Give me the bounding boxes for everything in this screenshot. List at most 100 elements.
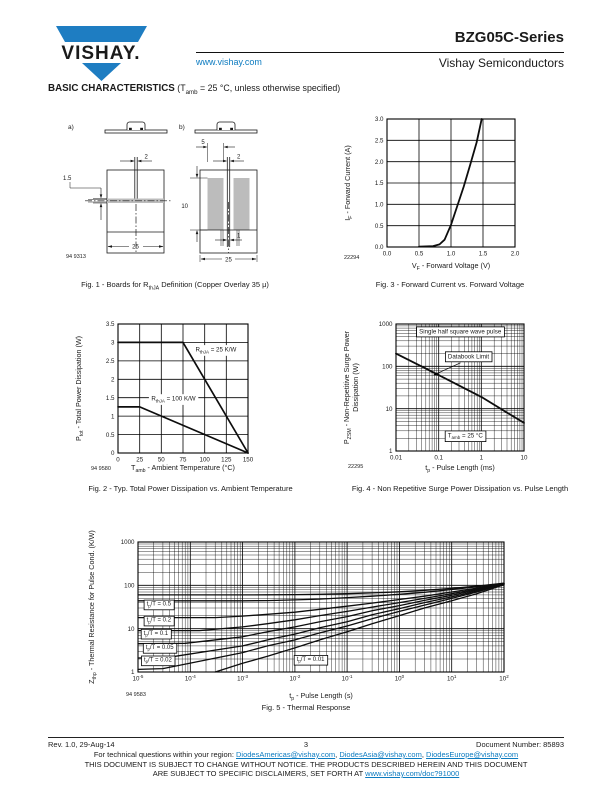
fig4-series-databook-limit <box>395 352 525 424</box>
fig2-annotation: RthJA = 100 K/W <box>148 394 199 405</box>
leader-line <box>69 182 101 189</box>
fig4-ylabel: PZSM - Non-Repetitive Surge Power <box>342 330 353 444</box>
fig5-series-tp-T-0.01 <box>137 583 505 671</box>
fig3-ytick: 1.5 <box>375 180 384 187</box>
svg-text:tp/T = 0.01: tp/T = 0.01 <box>297 657 325 664</box>
board-a-label: a) <box>68 124 74 131</box>
fig2-xtick: 75 <box>180 457 187 464</box>
email-asia-link[interactable]: DiodesAsia@vishay.com <box>339 750 422 759</box>
arrowhead-icon <box>200 257 205 261</box>
fig2-xtick: 25 <box>136 457 143 464</box>
dim-label: 25 <box>225 258 232 264</box>
svg-text:tp/T = 0.02: tp/T = 0.02 <box>144 658 172 665</box>
fig5-ylabel: Zthp - Thermal Resistance for Pulse Cond… <box>87 530 98 684</box>
fig4-ytick: 100 <box>382 364 393 371</box>
footer-rule <box>48 737 564 738</box>
separator: , <box>421 750 427 759</box>
fig4-xtick: 0.01 <box>390 455 403 462</box>
footer-disclaimer-line2: ARE SUBJECT TO SPECIFIC DISCLAIMERS, SET… <box>0 769 612 778</box>
svg-text:tp/T = 0.2: tp/T = 0.2 <box>147 618 172 625</box>
fig5-annotation: tp/T = 0.01 <box>293 654 329 666</box>
fig2-xtick: 125 <box>221 457 232 464</box>
fig5-ytick: 10 <box>128 626 135 633</box>
fig5-ytick: 1 <box>131 669 135 676</box>
fig2-ytick: 2 <box>111 376 115 383</box>
fig5-xtick: 10-3 <box>237 674 248 682</box>
fig2-ytick: 3.5 <box>106 321 115 328</box>
footer-contact-prefix: For technical questions within your regi… <box>93 750 236 759</box>
fig2-xtick: 50 <box>158 457 165 464</box>
fig5-ytick: 1000 <box>121 539 135 546</box>
fig5-series-tp-T-0.02 <box>137 583 505 659</box>
board-b-label: b) <box>179 124 185 131</box>
fig2-ytick: 2.5 <box>106 358 115 365</box>
fig2-ytick: 3 <box>111 340 115 347</box>
arrowhead-icon <box>107 245 112 248</box>
board-b-side-view <box>194 129 258 134</box>
fig5-xtick: 101 <box>447 674 457 682</box>
vishay-logo: VISHAY. <box>56 26 147 81</box>
footer-page-number: 3 <box>303 740 309 749</box>
arrowhead-icon <box>223 159 228 163</box>
footer-disclaimer-line1: THIS DOCUMENT IS SUBJECT TO CHANGE WITHO… <box>84 760 528 769</box>
fig1-code: 94 9313 <box>66 254 86 260</box>
fig2-xlabel: Tamb - Ambient Temperature (°C) <box>131 463 235 474</box>
fig1-caption: Fig. 1 - Boards for RthJA Definition (Co… <box>81 280 269 292</box>
fig4-ytick: 1 <box>389 448 393 455</box>
fig1-board-drawing: a) 2 1.5 <box>63 121 258 264</box>
fig5-series-tp-T-0.2 <box>137 582 505 619</box>
fig5-annotation: tp/T = 0.1 <box>140 628 172 640</box>
section-condition: (Tamb = 25 °C, unless otherwise specifie… <box>177 83 341 96</box>
fig3-ytick: 0.5 <box>375 223 384 230</box>
fig5-caption: Fig. 5 - Thermal Response <box>261 703 351 712</box>
fig2-xtick: 100 <box>200 457 211 464</box>
fig5-series-tp-T-0.05 <box>137 583 505 645</box>
dim-label: 5 <box>201 140 205 146</box>
fig3-xtick: 1.5 <box>479 251 488 258</box>
footer-revision: Rev. 1.0, 29-Aug-14 <box>48 740 115 749</box>
fig2-ytick: 1.5 <box>106 395 115 402</box>
header-rule <box>196 52 564 54</box>
arrowhead-icon <box>203 145 208 149</box>
fig5-ytick: 100 <box>124 583 135 590</box>
arrowhead-icon <box>159 245 164 248</box>
fig3-ytick: 2.0 <box>375 159 384 166</box>
copper-lead-strip <box>236 230 240 246</box>
fig5-annotation: tp/T = 0.2 <box>143 615 175 627</box>
fig4-annotation: Single half square wave pulse <box>416 326 505 338</box>
footer-contact-line: For technical questions within your regi… <box>0 750 612 759</box>
fig2-xtick: 150 <box>243 457 254 464</box>
fig4-ylabel: Dissipation (W) <box>351 363 360 412</box>
email-americas-link[interactable]: DiodesAmericas@vishay.com <box>236 750 336 759</box>
arrowhead-icon <box>223 145 228 149</box>
fig4-ytick: 1000 <box>379 321 393 328</box>
fig4-xlabel: tp - Pulse Length (ms) <box>425 463 495 474</box>
fig2-power-dissipation-chart: 0 25 50 75 100 125 150 0 0.5 1 1.5 2 2.5 3 3.5 RthJA = … <box>74 321 254 474</box>
disclaimer-link[interactable]: www.vishay.com/doc?91000 <box>365 769 460 778</box>
fig3-xtick: 0.5 <box>415 251 424 258</box>
fig2-series-RthJA-25KW <box>117 341 249 454</box>
fig3-ytick: 2.5 <box>375 138 384 145</box>
fig3-caption: Fig. 3 - Forward Current vs. Forward Vol… <box>375 280 525 289</box>
fig5-series-single-pulse <box>214 584 505 673</box>
fig4-annotation: Tamb = 25 °C <box>444 430 487 443</box>
svg-text:tp/T = 0.5: tp/T = 0.5 <box>147 602 172 609</box>
svg-text:Single half square wave pulse: Single half square wave pulse <box>419 328 502 335</box>
fig3-code: 22294 <box>344 255 359 261</box>
website-link[interactable]: www.vishay.com <box>196 57 262 67</box>
fig3-forward-current-chart: 0.0 0.5 1.0 1.5 2.0 0.0 0.5 1.0 1.5 2.0 2.5 3.0 VF -… <box>343 116 520 272</box>
fig2-ytick: 0 <box>111 450 115 457</box>
arrowhead-icon <box>229 238 234 242</box>
email-europe-link[interactable]: DiodesEurope@vishay.com <box>426 750 519 759</box>
copper-lead-strip <box>220 230 224 246</box>
fig2-series-RthJA-100KW <box>117 406 249 454</box>
fig5-xtick: 10-1 <box>342 674 353 682</box>
dim-label: 1.5 <box>63 176 72 182</box>
fig4-xtick: 0.1 <box>434 455 443 462</box>
fig5-xtick: 10-2 <box>289 674 300 682</box>
fig2-ytick: 0.5 <box>106 432 115 439</box>
fig5-xtick: 100 <box>395 674 405 682</box>
fig3-xlabel: VF - Forward Voltage (V) <box>412 261 490 272</box>
arrowhead-icon <box>130 159 135 163</box>
